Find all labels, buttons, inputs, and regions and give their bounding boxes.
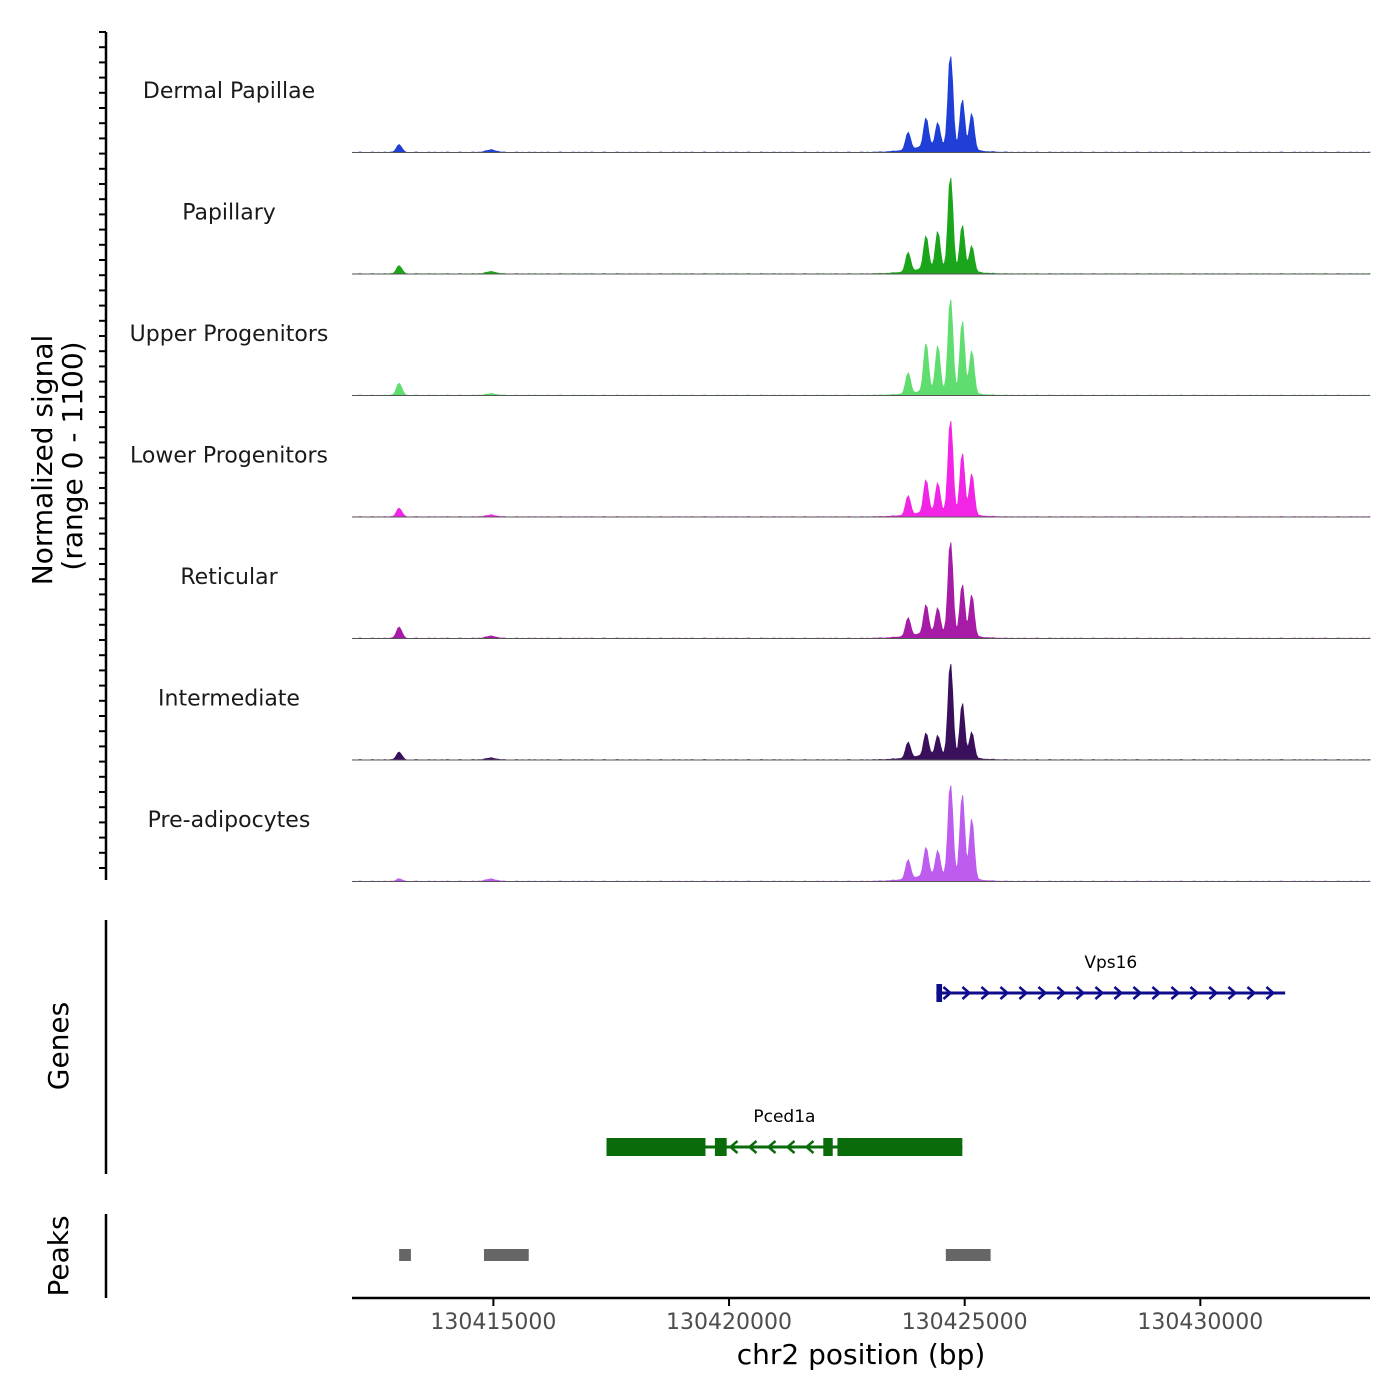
peak-region [399, 1249, 411, 1261]
strand-arrow [785, 1140, 796, 1154]
gene-exon [606, 1138, 706, 1156]
gene-exon [837, 1138, 963, 1156]
gene-exon [714, 1138, 727, 1156]
strand-arrow [747, 1140, 758, 1154]
strand-arrow [1132, 986, 1143, 1000]
x-tick-label: 130425000 [902, 1310, 1028, 1335]
y-axis-title-line2: (range 0 - 1100) [56, 341, 89, 570]
signal-area [351, 177, 1371, 275]
track-label: Upper Progenitors [130, 322, 329, 347]
signal-y-axis [99, 31, 108, 880]
x-tick-label: 130420000 [666, 1310, 792, 1335]
signal-area [351, 542, 1371, 639]
peak-region [945, 1249, 991, 1261]
peak-region [483, 1249, 529, 1261]
strand-arrow [1189, 986, 1200, 1000]
track-label: Lower Progenitors [130, 444, 328, 469]
signal-area [351, 299, 1371, 396]
x-tick-label: 130430000 [1137, 1310, 1263, 1335]
peaks-track [104, 1214, 991, 1298]
signal-area [351, 785, 1371, 882]
track-dermal-papillae: Dermal Papillae [143, 56, 1371, 153]
x-axis: 130415000 130420000 130425000 130430000 [352, 1296, 1370, 1335]
strand-arrow [1075, 986, 1086, 1000]
x-tick-label: 130415000 [430, 1310, 556, 1335]
signal-area [351, 420, 1371, 518]
signal-area [351, 663, 1371, 761]
strand-arrow [961, 986, 972, 1000]
gene-label: Vps16 [1084, 953, 1137, 973]
track-lower-progenitors: Lower Progenitors [130, 420, 1371, 518]
strand-arrow [980, 986, 991, 1000]
gene-exon [936, 984, 943, 1002]
signal-area [351, 56, 1371, 153]
strand-arrow [999, 986, 1010, 1000]
gene-label: Pced1a [753, 1107, 815, 1127]
track-label: Intermediate [158, 687, 300, 712]
strand-arrow [1227, 986, 1238, 1000]
strand-arrow [942, 986, 953, 1000]
track-label: Papillary [182, 201, 276, 226]
gene-exon [823, 1138, 833, 1156]
strand-arrow [1170, 986, 1181, 1000]
strand-arrow [1037, 986, 1048, 1000]
track-label: Pre-adipocytes [148, 808, 311, 833]
strand-arrow [1265, 986, 1276, 1000]
x-axis-title: chr2 position (bp) [737, 1338, 986, 1371]
peaks-track-title: Peaks [42, 1215, 75, 1296]
track-papillary: Papillary [182, 177, 1371, 275]
track-label: Dermal Papillae [143, 79, 315, 104]
strand-arrow [1246, 986, 1257, 1000]
signal-tracks: Dermal Papillae Papillary Upper Progenitor… [130, 56, 1371, 882]
gene-pced1a: Pced1a [606, 1107, 963, 1156]
track-intermediate: Intermediate [158, 663, 1371, 761]
track-reticular: Reticular [180, 542, 1371, 639]
gene-vps16: Vps16 [936, 953, 1286, 1002]
track-upper-progenitors: Upper Progenitors [130, 299, 1371, 396]
strand-arrow [766, 1140, 777, 1154]
genes-track: Vps16 Pced1a [104, 920, 1286, 1174]
strand-arrow [804, 1140, 815, 1154]
strand-arrow [1056, 986, 1067, 1000]
track-pre-adipocytes: Pre-adipocytes [148, 785, 1371, 882]
strand-arrow [1151, 986, 1162, 1000]
strand-arrow [1208, 986, 1219, 1000]
y-axis-title-line1: Normalized signal [26, 335, 59, 586]
strand-arrow [1018, 986, 1029, 1000]
strand-arrow [1094, 986, 1105, 1000]
strand-arrow [728, 1140, 739, 1154]
track-label: Reticular [180, 565, 278, 590]
genes-track-title: Genes [42, 1002, 75, 1090]
strand-arrow [1113, 986, 1124, 1000]
